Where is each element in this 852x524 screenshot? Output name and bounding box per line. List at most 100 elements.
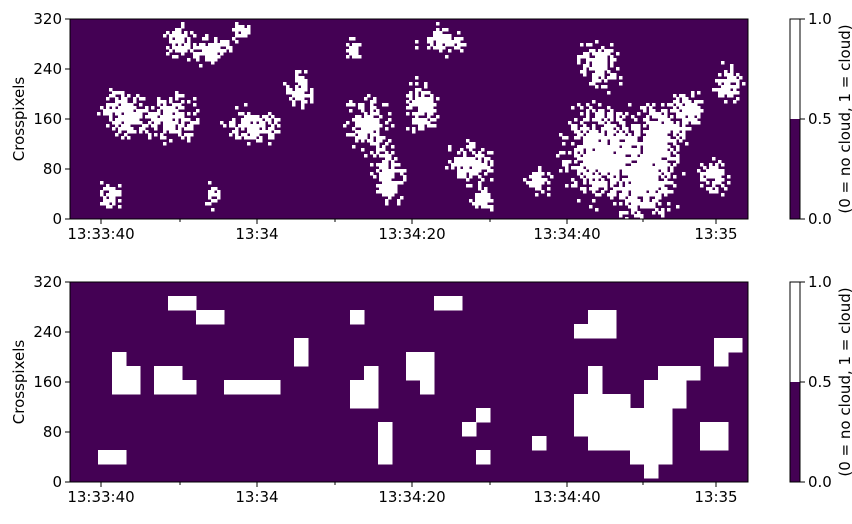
top-cloud-pixel: [610, 154, 614, 158]
top-cloud-pixel: [625, 169, 629, 173]
top-cloud-pixel: [583, 55, 587, 59]
top-cloud-pixel: [178, 28, 182, 32]
top-cloud-pixel: [535, 178, 539, 182]
top-cloud-pixel: [478, 199, 482, 203]
top-cloud-pixel: [721, 178, 725, 182]
top-cloud-pixel: [625, 184, 629, 188]
top-cloud-pixel: [727, 88, 731, 92]
top-cloud-pixel: [127, 130, 131, 134]
top-cloud-pixel: [631, 142, 635, 146]
top-cloud-pixel: [193, 121, 197, 125]
top-cloud-pixel: [229, 49, 233, 53]
top-cloud-pixel: [472, 163, 476, 167]
top-cloud-pixel: [301, 85, 305, 89]
top-cloud-pixel: [109, 193, 113, 197]
top-cloud-pixel: [112, 106, 116, 110]
top-cloud-pixel: [178, 40, 182, 44]
top-cloud-pixel: [115, 100, 119, 104]
top-cloud-pixel: [202, 43, 206, 47]
top-cloud-pixel: [181, 106, 185, 110]
top-cloud-pixel: [160, 115, 164, 119]
top-cloud-pixel: [484, 196, 488, 200]
top-cloud-pixel: [643, 145, 647, 149]
top-cloud-pixel: [586, 109, 590, 113]
top-cloud-pixel: [475, 172, 479, 176]
bot-cloud-pixel: [378, 450, 393, 465]
top-cloud-pixel: [631, 154, 635, 158]
top-cloud-pixel: [625, 136, 629, 140]
top-cloud-pixel: [637, 127, 641, 131]
top-cloud-pixel: [121, 91, 125, 95]
top-cloud-pixel: [490, 169, 494, 173]
top-cloud-pixel: [118, 199, 122, 203]
top-cloud-pixel: [295, 97, 299, 101]
bot-cloud-pixel: [714, 352, 729, 367]
top-cloud-pixel: [472, 160, 476, 164]
top-cloud-pixel: [106, 109, 110, 113]
top-cloud-pixel: [478, 169, 482, 173]
top-cloud-pixel: [379, 124, 383, 128]
top-cloud-pixel: [196, 109, 200, 113]
top-cloud-pixel: [637, 160, 641, 164]
top-cloud-pixel: [625, 217, 629, 219]
top-cloud-pixel: [607, 175, 611, 179]
top-cloud-pixel: [463, 169, 467, 173]
top-cloud-pixel: [667, 181, 671, 185]
top-cloud-pixel: [601, 181, 605, 185]
top-cloud-pixel: [367, 124, 371, 128]
top-cloud-pixel: [574, 181, 578, 185]
top-cloud-pixel: [451, 40, 455, 44]
top-cloud-pixel: [238, 34, 242, 38]
top-cloud-pixel: [706, 175, 710, 179]
top-cloud-pixel: [169, 37, 173, 41]
top-cloud-pixel: [640, 160, 644, 164]
top-cloud-pixel: [301, 91, 305, 95]
top-cloud-pixel: [457, 172, 461, 176]
top-cloud-pixel: [697, 121, 701, 125]
bot-cloud-pixel: [588, 324, 603, 339]
top-cloud-pixel: [628, 175, 632, 179]
top-cloud-pixel: [589, 187, 593, 191]
top-cloud-pixel: [436, 43, 440, 47]
top-cloud-pixel: [355, 121, 359, 125]
top-colorbar-no-cloud-segment: [790, 119, 800, 219]
top-cloud-pixel: [430, 94, 434, 98]
bot-y-tick-label: 320: [33, 273, 62, 291]
top-cloud-pixel: [676, 112, 680, 116]
top-cloud-pixel: [484, 166, 488, 170]
top-cloud-pixel: [379, 115, 383, 119]
top-cloud-pixel: [664, 187, 668, 191]
top-cloud-pixel: [646, 136, 650, 140]
bot-cloud-pixel: [420, 366, 435, 381]
top-cloud-pixel: [637, 175, 641, 179]
top-cloud-pixel: [634, 148, 638, 152]
top-cloud-pixel: [649, 172, 653, 176]
top-cloud-pixel: [616, 67, 620, 71]
bot-cloud-pixel: [588, 310, 603, 325]
top-cloud-pixel: [616, 187, 620, 191]
top-cloud-pixel: [598, 193, 602, 197]
top-cloud-pixel: [595, 181, 599, 185]
top-cloud-pixel: [595, 130, 599, 134]
top-cloud-pixel: [478, 157, 482, 161]
top-cloud-pixel: [442, 34, 446, 38]
top-cloud-pixel: [448, 37, 452, 41]
top-cloud-pixel: [382, 184, 386, 188]
top-cloud-pixel: [439, 49, 443, 53]
top-cloud-pixel: [178, 46, 182, 50]
top-cloud-pixel: [379, 184, 383, 188]
top-cloud-pixel: [631, 127, 635, 131]
top-cloud-pixel: [304, 100, 308, 104]
top-cloud-pixel: [454, 40, 458, 44]
top-cloud-pixel: [214, 193, 218, 197]
top-cloud-pixel: [376, 151, 380, 155]
top-cloud-pixel: [106, 97, 110, 101]
top-cloud-pixel: [649, 175, 653, 179]
top-cloud-pixel: [154, 118, 158, 122]
top-cloud-pixel: [106, 106, 110, 110]
top-cloud-pixel: [706, 181, 710, 185]
top-cloud-pixel: [166, 115, 170, 119]
top-cloud-pixel: [466, 157, 470, 161]
top-cloud-pixel: [487, 196, 491, 200]
top-cloud-pixel: [370, 109, 374, 113]
